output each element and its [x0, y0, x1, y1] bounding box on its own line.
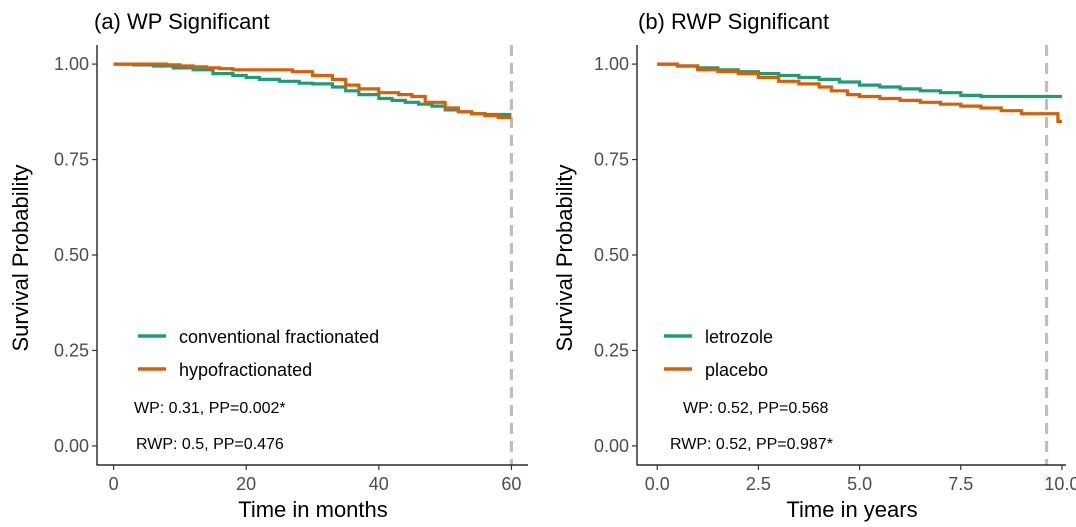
- y-tick-label: 0.50: [54, 245, 89, 265]
- y-tick-label: 0.50: [594, 245, 629, 265]
- x-tick-label: 60: [501, 474, 521, 494]
- x-tick-label: 20: [236, 474, 256, 494]
- y-tick-label: 0.25: [54, 340, 89, 360]
- x-tick-label: 5.0: [847, 474, 872, 494]
- panel-b-title: (b) RWP Significant: [638, 9, 829, 34]
- panel-b: (b) RWP Significant Survival Probability…: [552, 9, 1076, 522]
- legend-label-conventional-fractionated: conventional fractionated: [179, 327, 379, 347]
- y-tick-label: 1.00: [54, 54, 89, 74]
- x-tick-label: 2.5: [746, 474, 771, 494]
- survival-curve-conventional-fractionated: [113, 62, 512, 117]
- panel-a-y-axis-title: Survival Probability: [8, 164, 33, 351]
- panel-b-y-axis-title: Survival Probability: [552, 164, 577, 351]
- y-tick-label: 0.75: [54, 150, 89, 170]
- panel-b-x-axis-title: Time in years: [786, 497, 917, 522]
- x-tick-label: 0.0: [645, 474, 670, 494]
- panel-a-title: (a) WP Significant: [94, 9, 270, 34]
- panel-a-annotation-wp: WP: 0.31, PP=0.002*: [134, 400, 286, 417]
- x-tick-label: 0: [109, 474, 119, 494]
- survival-curve-placebo: [657, 62, 1062, 123]
- panel-b-annotation-rwp: RWP: 0.52, PP=0.987*: [670, 436, 833, 453]
- x-tick-label: 40: [369, 474, 389, 494]
- panel-b-plot-area: 0.00 0.25 0.50 0.75 1.00 0.0 2.5 5.0 7.5 10.0: [594, 45, 1076, 494]
- panel-a-legend: conventional fractionated hypofractionat…: [138, 327, 379, 380]
- panel-a: (a) WP Significant Survival Probability …: [8, 9, 528, 522]
- y-tick-label: 0.75: [594, 150, 629, 170]
- y-tick-label: 0.25: [594, 340, 629, 360]
- panel-a-x-axis-title: Time in months: [238, 497, 388, 522]
- y-tick-label: 0.00: [54, 436, 89, 456]
- panel-a-plot-area: 0.00 0.25 0.50 0.75 1.00 0 20 40 60: [54, 45, 528, 494]
- panel-b-legend: letrozole placebo: [664, 327, 773, 380]
- panel-b-annotation-wp: WP: 0.52, PP=0.568: [683, 400, 829, 417]
- y-tick-label: 1.00: [594, 54, 629, 74]
- survival-curve-hypofractionated: [113, 62, 512, 120]
- panel-a-annotation-rwp: RWP: 0.5, PP=0.476: [136, 436, 284, 453]
- legend-label-placebo: placebo: [705, 360, 768, 380]
- x-tick-label: 10.0: [1044, 474, 1076, 494]
- x-tick-label: 7.5: [948, 474, 973, 494]
- y-tick-label: 0.00: [594, 436, 629, 456]
- legend-label-letrozole: letrozole: [705, 327, 773, 347]
- legend-label-hypofractionated: hypofractionated: [179, 360, 312, 380]
